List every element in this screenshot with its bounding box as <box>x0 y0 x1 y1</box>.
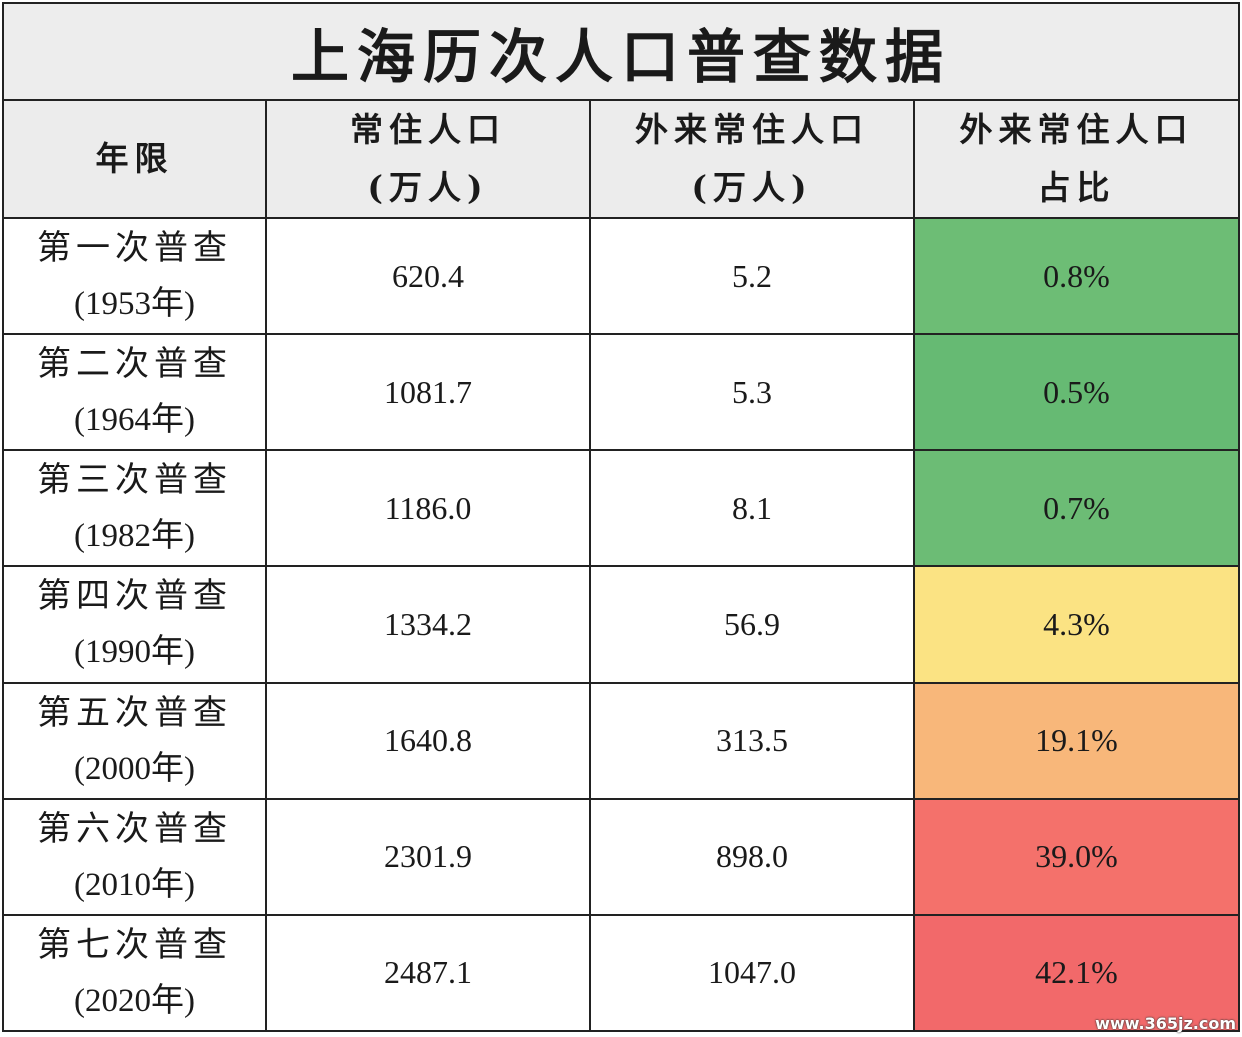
migrant-share-cell: 19.1% <box>912 681 1241 800</box>
table-row: 第四次普查 (1990年) 1334.2 56.9 4.3% <box>2 565 1241 684</box>
census-name: 第三次普查 <box>37 460 232 501</box>
migrant-population-cell: 5.3 <box>589 333 915 452</box>
resident-population-cell: 2301.9 <box>265 797 591 916</box>
table-title: 上海历次人口普查数据 <box>1 2 1241 101</box>
census-cell: 第二次普查 (1964年) <box>2 333 267 452</box>
migrant-population-cell: 1047.0 <box>589 913 915 1033</box>
migrant-share-cell: 4.3% <box>912 565 1241 684</box>
migrant-share-cell: 42.1% <box>912 913 1241 1033</box>
table-row: 第二次普查 (1964年) 1081.7 5.3 0.5% <box>2 333 1241 452</box>
column-header-share-label: 外来常住人口 <box>959 110 1194 149</box>
table-row: 第六次普查 (2010年) 2301.9 898.0 39.0% <box>2 797 1241 916</box>
resident-population-cell: 1640.8 <box>265 681 591 800</box>
column-header-migrant-unit: (万人) <box>691 168 813 207</box>
table-row: 第五次普查 (2000年) 1640.8 313.5 19.1% <box>2 681 1241 800</box>
column-header-resident: 常住人口 (万人) <box>265 99 591 219</box>
table-body: 第一次普查 (1953年) 620.4 5.2 0.8% 第二次普查 (1964年) 1081… <box>2 216 1241 1033</box>
column-header-resident-label: 常住人口 <box>350 110 506 149</box>
watermark: www.365jz.com <box>1095 1014 1236 1033</box>
census-year: (2000年) <box>74 750 195 787</box>
census-cell: 第一次普查 (1953年) <box>2 216 267 336</box>
census-cell: 第三次普查 (1982年) <box>2 449 267 568</box>
column-header-resident-unit: (万人) <box>367 168 489 207</box>
resident-population-cell: 1081.7 <box>265 333 591 452</box>
census-year: (1964年) <box>74 402 195 439</box>
census-cell: 第六次普查 (2010年) <box>2 797 267 916</box>
census-year: (1990年) <box>74 634 195 671</box>
migrant-share-cell: 0.8% <box>912 216 1241 336</box>
migrant-population-cell: 5.2 <box>589 216 915 336</box>
column-header-migrant-label: 外来常住人口 <box>635 110 869 149</box>
migrant-share-cell: 0.7% <box>912 449 1241 568</box>
census-name: 第五次普查 <box>37 692 232 733</box>
migrant-share-cell: 0.5% <box>912 333 1241 452</box>
census-year: (2020年) <box>74 982 195 1019</box>
census-name: 第一次普查 <box>37 228 232 269</box>
column-header-year-label: 年限 <box>95 139 174 178</box>
census-name: 第四次普查 <box>37 576 232 617</box>
census-cell: 第七次普查 (2020年) <box>2 913 267 1033</box>
resident-population-cell: 1334.2 <box>265 565 591 684</box>
table-row: 第七次普查 (2020年) 2487.1 1047.0 42.1% <box>2 913 1241 1033</box>
column-header-migrant: 外来常住人口 (万人) <box>589 99 915 219</box>
resident-population-cell: 2487.1 <box>265 913 591 1033</box>
column-header-share: 外来常住人口 占比 <box>912 99 1241 219</box>
table-row: 第三次普查 (1982年) 1186.0 8.1 0.7% <box>2 449 1241 568</box>
census-cell: 第四次普查 (1990年) <box>2 565 267 684</box>
column-header-year: 年限 <box>2 99 267 219</box>
migrant-population-cell: 898.0 <box>589 797 915 916</box>
migrant-population-cell: 8.1 <box>589 449 915 568</box>
census-name: 第七次普查 <box>37 924 232 965</box>
census-year: (1982年) <box>74 518 195 555</box>
census-year: (2010年) <box>74 866 195 903</box>
table-row: 第一次普查 (1953年) 620.4 5.2 0.8% <box>2 216 1241 336</box>
resident-population-cell: 620.4 <box>265 216 591 336</box>
census-cell: 第五次普查 (2000年) <box>2 681 267 800</box>
header-row: 年限 常住人口 (万人) 外来常住人口 (万人) 外来常住人口 占比 <box>2 99 1241 219</box>
column-header-share-suffix: 占比 <box>1037 168 1116 207</box>
migrant-population-cell: 313.5 <box>589 681 915 800</box>
census-name: 第六次普查 <box>37 808 232 849</box>
census-name: 第二次普查 <box>37 344 232 385</box>
census-year: (1953年) <box>74 286 195 323</box>
migrant-population-cell: 56.9 <box>589 565 915 684</box>
title-row: 上海历次人口普查数据 <box>1 2 1241 101</box>
resident-population-cell: 1186.0 <box>265 449 591 568</box>
migrant-share-cell: 39.0% <box>912 797 1241 916</box>
